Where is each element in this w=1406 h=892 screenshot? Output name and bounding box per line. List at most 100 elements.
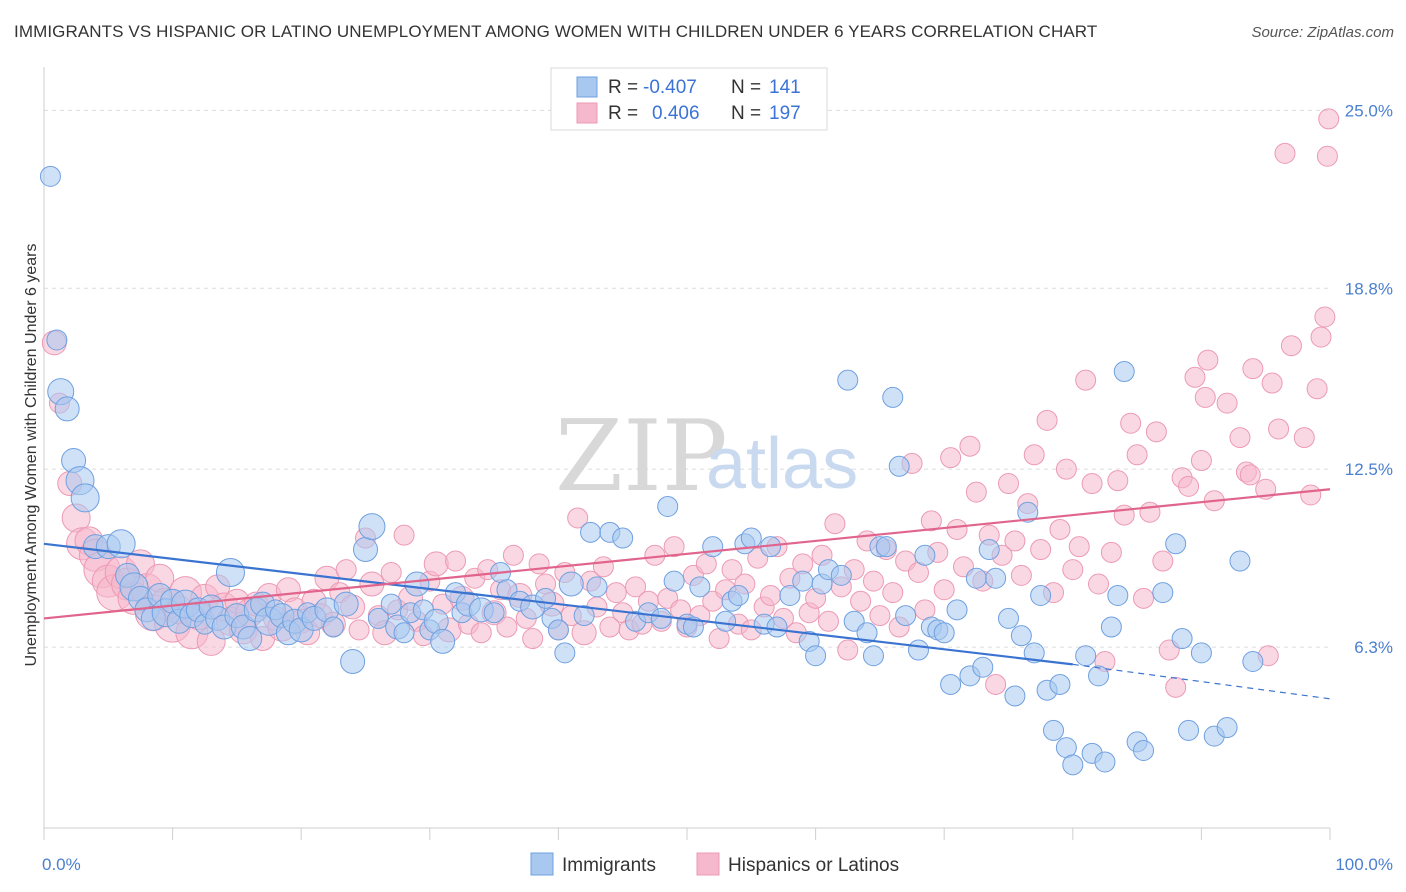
immigrants-point [1030, 584, 1052, 606]
bottom-legend-swatch-hispanics [696, 852, 720, 876]
immigrants-point [1216, 717, 1238, 739]
immigrants-point [1113, 361, 1135, 383]
legend-r-label-1: R = [608, 77, 638, 98]
hispanics-point [946, 518, 968, 540]
trend-lines [43, 488, 1331, 700]
hispanics-point [1023, 444, 1045, 466]
hispanics-point [1088, 573, 1110, 595]
legend-r-label-2: R = [608, 103, 638, 124]
immigrants-point [663, 570, 685, 592]
hispanics-point [567, 507, 589, 529]
immigrants-point [882, 386, 904, 408]
hispanics-point [1274, 142, 1296, 164]
immigrants-point [367, 607, 389, 629]
legend-swatch-hispanics [576, 102, 598, 124]
immigrants-point [740, 527, 762, 549]
y-axis-label: Unemployment Among Women with Children U… [23, 243, 40, 666]
hispanics-point [1145, 421, 1167, 443]
hispanics-point [721, 559, 743, 581]
hispanics-point [837, 639, 859, 661]
hispanics-point [760, 584, 782, 606]
immigrants-point [1049, 673, 1071, 695]
immigrants-point [689, 576, 711, 598]
hispanics-point [1310, 326, 1332, 348]
hispanics-point [1010, 564, 1032, 586]
immigrants-point [70, 483, 100, 513]
immigrants-point [1165, 533, 1187, 555]
bottom-legend-swatch-immigrants [530, 852, 554, 876]
immigrants-point [430, 628, 456, 654]
hispanics-point [502, 544, 524, 566]
immigrants-point [875, 536, 897, 558]
immigrants-point [558, 571, 584, 597]
immigrants-point [805, 645, 827, 667]
hispanics-point [1268, 418, 1290, 440]
immigrants-point [483, 602, 505, 624]
immigrants-point [907, 639, 929, 661]
hispanics-point [522, 628, 544, 650]
hispanics-point [496, 616, 518, 638]
immigrants-point [1229, 550, 1251, 572]
immigrants-trend-line [43, 542, 1073, 666]
immigrants-point [1190, 642, 1212, 664]
immigrants-point [888, 455, 910, 477]
hispanics-point [1107, 470, 1129, 492]
immigrants-point [727, 584, 749, 606]
hispanics-point [920, 510, 942, 532]
hispanics-point [1139, 501, 1161, 523]
immigrants-point [940, 673, 962, 695]
hispanics-point [1030, 539, 1052, 561]
hispanics-point [1197, 349, 1219, 371]
immigrants-point [837, 369, 859, 391]
hispanics-point [470, 622, 492, 644]
legend-n-value-1: 141 [769, 77, 801, 98]
hispanics-point [882, 582, 904, 604]
hispanics-point [1068, 536, 1090, 558]
hispanics-point [1055, 458, 1077, 480]
immigrants-point [895, 605, 917, 627]
immigrants-point [1171, 628, 1193, 650]
hispanics-point [1184, 366, 1206, 388]
source-label: Source: ZipAtlas.com [1251, 24, 1394, 41]
hispanics-point [1300, 484, 1322, 506]
hispanics-point [423, 551, 449, 577]
legend-r-value-1: -0.407 [643, 77, 697, 98]
hispanics-point [1113, 504, 1135, 526]
hispanics-point [528, 553, 550, 575]
immigrants-point [612, 527, 634, 549]
immigrants-point [404, 571, 430, 597]
hispanics-point [1190, 450, 1212, 472]
immigrants-point [1242, 650, 1264, 672]
immigrants-point [580, 521, 602, 543]
hispanics-point [933, 579, 955, 601]
hispanics-point [1133, 587, 1155, 609]
immigrants-point [715, 610, 737, 632]
immigrants-point [702, 536, 724, 558]
legend-n-value-2: 197 [769, 103, 801, 124]
immigrants-point [792, 570, 814, 592]
hispanics-point [965, 481, 987, 503]
hispanics-point [998, 473, 1019, 495]
hispanics-point [1316, 145, 1338, 167]
hispanics-point [1126, 444, 1148, 466]
hispanics-point [592, 556, 614, 578]
hispanics-point [869, 605, 891, 627]
immigrants-point [830, 564, 852, 586]
hispanics-point [1242, 358, 1264, 380]
y-tick-label-3: 25.0% [1345, 101, 1393, 120]
immigrants-point [586, 576, 608, 598]
immigrants-point [862, 645, 884, 667]
hispanics-point [1152, 550, 1174, 572]
immigrants-point [933, 622, 955, 644]
immigrants-point [965, 567, 987, 589]
immigrants-trend-extension [1072, 663, 1331, 700]
axes [43, 67, 1331, 840]
hispanics-point [1194, 386, 1216, 408]
legend-swatch-immigrants [576, 76, 598, 98]
watermark-zip: ZIP [555, 400, 728, 514]
immigrants-point [972, 656, 994, 678]
chart-title: IMMIGRANTS VS HISPANIC OR LATINO UNEMPLO… [14, 22, 1098, 41]
hispanics-point [1062, 559, 1084, 581]
hispanics-trend-line [43, 488, 1331, 620]
